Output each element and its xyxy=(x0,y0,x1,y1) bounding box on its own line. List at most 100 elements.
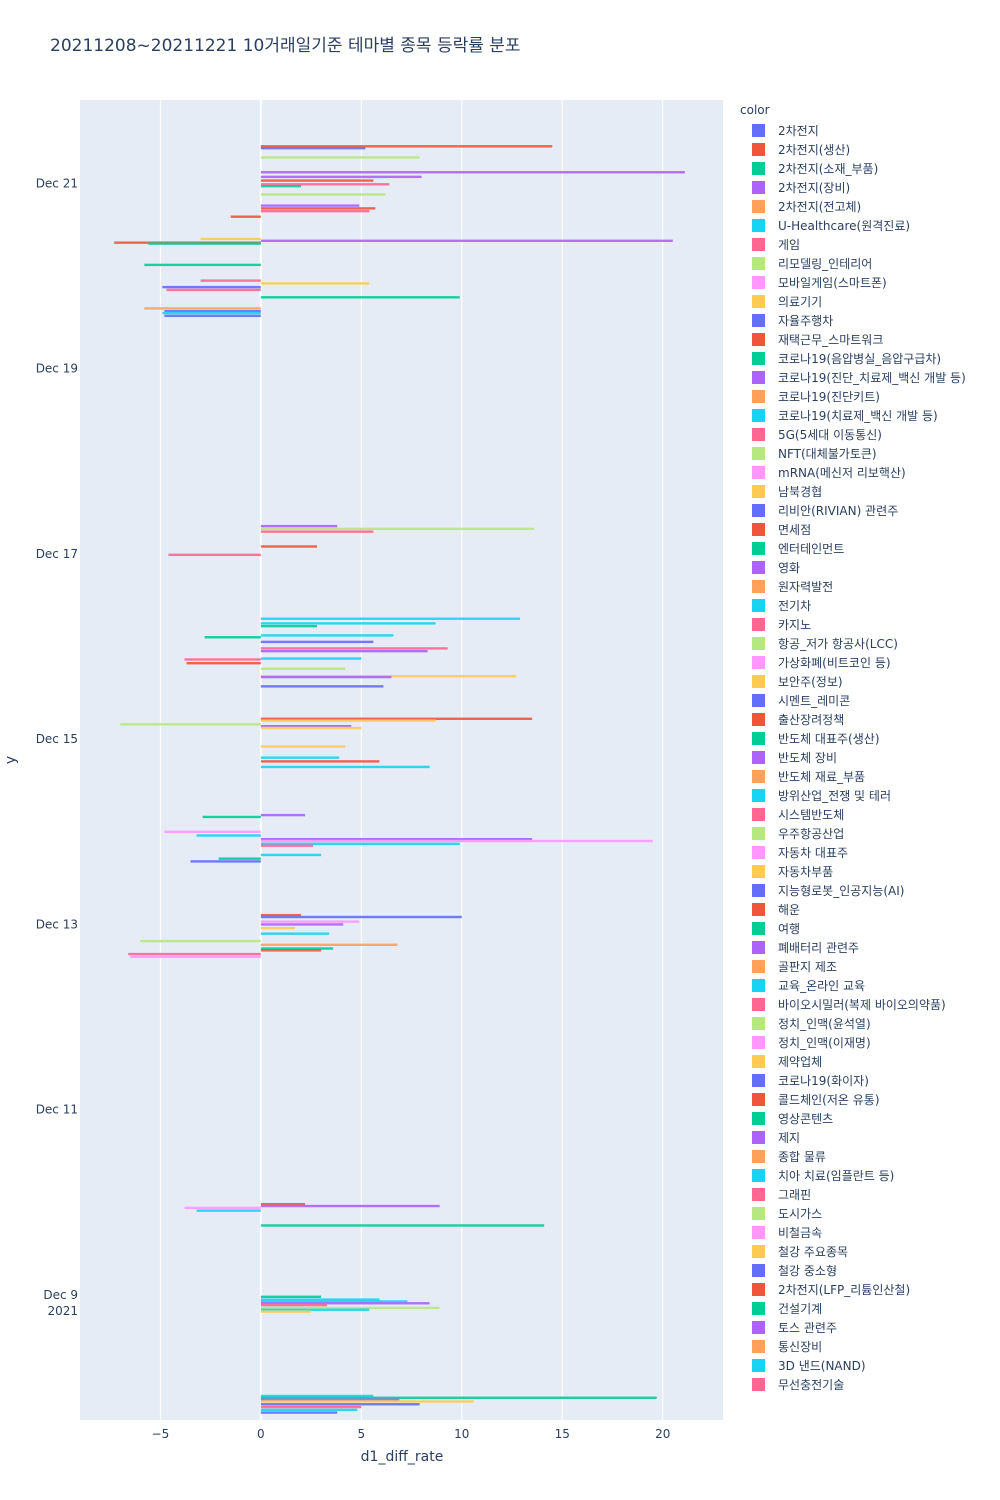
legend-swatch xyxy=(752,428,765,441)
legend-item[interactable]: 엔터테인먼트 xyxy=(740,539,966,558)
legend-item[interactable]: 자율주행차 xyxy=(740,311,966,330)
legend: color 2차전지 2차전지(생산) 2차전지(소재_부품) 2차전지(장비) 2차전… xyxy=(740,103,966,1394)
bar xyxy=(260,1405,362,1409)
legend-swatch xyxy=(752,808,765,821)
legend-item[interactable]: 5G(5세대 이동통신) xyxy=(740,425,966,444)
legend-swatch xyxy=(752,409,765,422)
bar xyxy=(148,242,261,245)
legend-item[interactable]: 3D 낸드(NAND) xyxy=(740,1356,966,1375)
legend-item[interactable]: 코로나19(진단_치료제_백신 개발 등) xyxy=(740,368,966,387)
legend-item[interactable]: 2차전지(소재_부품) xyxy=(740,159,966,178)
legend-item[interactable]: 보안주(정보) xyxy=(740,672,966,691)
legend-item[interactable]: 면세점 xyxy=(740,520,966,539)
bar xyxy=(260,171,685,174)
legend-item[interactable]: 코로나19(음압병실_음압구급차) xyxy=(740,349,966,368)
legend-item[interactable]: 2차전지(전고체) xyxy=(740,197,966,216)
bar xyxy=(260,179,374,182)
legend-item[interactable]: 골판지 제조 xyxy=(740,957,966,976)
legend-label: 출산장려정책 xyxy=(778,713,845,727)
legend-item[interactable]: 지능형로봇_인공지능(AI) xyxy=(740,881,966,900)
y-axis-ticks: Dec 9 2021 Dec 11 Dec 13 Dec 15 Dec 17 Dec 19 D… xyxy=(36,176,78,1318)
legend-item[interactable]: 리모델링_인테리어 xyxy=(740,254,966,273)
legend-item[interactable]: 제약업체 xyxy=(740,1052,966,1071)
bar xyxy=(196,834,261,837)
legend-item[interactable]: 2차전지(LFP_리튬인산철) xyxy=(740,1280,966,1299)
legend-item[interactable]: 반도체 재료_부품 xyxy=(740,767,966,786)
legend-item[interactable]: 2차전지(생산) xyxy=(740,140,966,159)
legend-item[interactable]: 전기차 xyxy=(740,596,966,615)
bar xyxy=(260,667,346,670)
legend-item[interactable]: 의료기기 xyxy=(740,292,966,311)
legend-item[interactable]: 정치_인맥(윤석열) xyxy=(740,1014,966,1033)
legend-swatch xyxy=(752,580,765,593)
legend-item[interactable]: mRNA(메신저 리보핵산) xyxy=(740,463,966,482)
legend-swatch xyxy=(752,504,765,517)
legend-item[interactable]: 치아 치료(임플란트 등) xyxy=(740,1166,966,1185)
legend-swatch xyxy=(752,1169,765,1182)
legend-item[interactable]: 제지 xyxy=(740,1128,966,1147)
legend-item[interactable]: 반도체 장비 xyxy=(740,748,966,767)
legend-item[interactable]: 자동차 대표주 xyxy=(740,843,966,862)
legend-item[interactable]: 철강 중소형 xyxy=(740,1261,966,1280)
legend-item[interactable]: 리비안(RIVIAN) 관련주 xyxy=(740,501,966,520)
legend-item[interactable]: 정치_인맥(이재명) xyxy=(740,1033,966,1052)
legend-item[interactable]: 반도체 대표주(생산) xyxy=(740,729,966,748)
legend-item[interactable]: 가상화폐(비트코인 등) xyxy=(740,653,966,672)
bar xyxy=(260,920,360,923)
bar-series xyxy=(114,145,685,1414)
legend-item[interactable]: 해운 xyxy=(740,900,966,919)
legend-item[interactable]: 카지노 xyxy=(740,615,966,634)
legend-item[interactable]: 모바일게임(스마트폰) xyxy=(740,273,966,292)
legend-item[interactable]: 도시가스 xyxy=(740,1204,966,1223)
legend-item[interactable]: 건설기계 xyxy=(740,1299,966,1318)
legend-label: 모바일게임(스마트폰) xyxy=(778,276,887,290)
legend-item[interactable]: 남북경협 xyxy=(740,482,966,501)
legend-label: 통신장비 xyxy=(778,1340,823,1354)
legend-item[interactable]: U-Healthcare(원격진료) xyxy=(740,216,966,235)
legend-label: 폐배터리 관련주 xyxy=(778,941,860,955)
bar xyxy=(260,1303,328,1307)
legend-item[interactable]: 우주항공산업 xyxy=(740,824,966,843)
bar xyxy=(120,723,261,726)
legend-item[interactable]: 영화 xyxy=(740,558,966,577)
legend-item[interactable]: 시스템반도체 xyxy=(740,805,966,824)
legend-item[interactable]: 게임 xyxy=(740,235,966,254)
legend-item[interactable]: 자동차부품 xyxy=(740,862,966,881)
legend-item[interactable]: NFT(대체불가토큰) xyxy=(740,444,966,463)
legend-item[interactable]: 2차전지(장비) xyxy=(740,178,966,197)
legend-item[interactable]: 시멘트_레미콘 xyxy=(740,691,966,710)
legend-label: U-Healthcare(원격진료) xyxy=(778,219,911,233)
legend-item[interactable]: 재택근무_스마트워크 xyxy=(740,330,966,349)
legend-swatch xyxy=(752,162,765,175)
legend-item[interactable]: 코로나19(치료제_백신 개발 등) xyxy=(740,406,966,425)
legend-item[interactable]: 코로나19(진단키트) xyxy=(740,387,966,406)
legend-item[interactable]: 종합 물류 xyxy=(740,1147,966,1166)
legend-item[interactable]: 방위산업_전쟁 및 테러 xyxy=(740,786,966,805)
legend-item[interactable]: 철강 주요종목 xyxy=(740,1242,966,1261)
legend-item[interactable]: 통신장비 xyxy=(740,1337,966,1356)
legend-label: 치아 치료(임플란트 등) xyxy=(778,1169,895,1183)
legend-item[interactable]: 영상콘텐츠 xyxy=(740,1109,966,1128)
bar xyxy=(260,1308,370,1311)
legend-item[interactable]: 여행 xyxy=(740,919,966,938)
bar xyxy=(260,943,398,946)
legend-item[interactable]: 그래핀 xyxy=(740,1185,966,1204)
bar xyxy=(260,1306,440,1310)
legend-swatch xyxy=(752,1245,765,1258)
legend-item[interactable]: 코로나19(화이자) xyxy=(740,1071,966,1090)
legend-item[interactable]: 원자력발전 xyxy=(740,577,966,596)
legend-items: 2차전지 2차전지(생산) 2차전지(소재_부품) 2차전지(장비) 2차전지(전고체)… xyxy=(740,121,966,1394)
legend-item[interactable]: 폐배터리 관련주 xyxy=(740,938,966,957)
legend-item[interactable]: 토스 관련주 xyxy=(740,1318,966,1337)
legend-item[interactable]: 교육_온라인 교육 xyxy=(740,976,966,995)
legend-item[interactable]: 2차전지 xyxy=(740,121,966,140)
legend-item[interactable]: 무선충전기술 xyxy=(740,1375,966,1394)
legend-item[interactable]: 비철금속 xyxy=(740,1223,966,1242)
legend-item[interactable]: 항공_저가 항공사(LCC) xyxy=(740,634,966,653)
legend-item[interactable]: 바이오시밀러(복제 바이오의약품) xyxy=(740,995,966,1014)
legend-item[interactable]: 콜드체인(저온 유통) xyxy=(740,1090,966,1109)
bar xyxy=(260,726,362,730)
bar xyxy=(260,913,302,917)
legend-item[interactable]: 출산장려정책 xyxy=(740,710,966,729)
x-tick-label: 20 xyxy=(655,1427,670,1441)
